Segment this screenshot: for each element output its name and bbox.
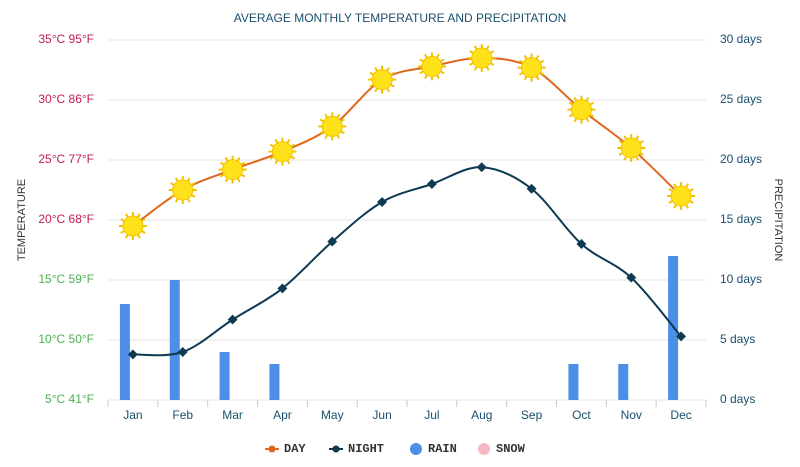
- sun-core: [670, 185, 692, 207]
- x-tick-label: Apr: [273, 408, 292, 422]
- legend-label: SNOW: [496, 442, 526, 456]
- point: [177, 347, 188, 357]
- sun-core: [371, 69, 393, 91]
- x-tick-label: Jun: [372, 408, 391, 422]
- legend-marker: [268, 445, 276, 453]
- bar: [219, 352, 230, 400]
- sun-core: [421, 55, 443, 77]
- sun-core: [620, 137, 642, 159]
- sun-marker: [417, 52, 446, 81]
- bar: [119, 304, 130, 400]
- sun-core: [222, 159, 244, 181]
- x-tick-label: Sep: [521, 408, 543, 422]
- point: [327, 236, 338, 247]
- sun-marker: [617, 134, 646, 162]
- y-axis-label: TEMPERATURE: [16, 179, 28, 261]
- sun-marker: [517, 53, 546, 82]
- x-tick-label: Jan: [123, 408, 142, 422]
- y-tick-label: 15°C 59°F: [38, 272, 94, 286]
- legend-marker: [478, 443, 490, 455]
- point: [377, 197, 388, 207]
- x-tick-label: Mar: [222, 408, 243, 422]
- bar: [269, 364, 280, 400]
- sun-marker: [318, 112, 347, 141]
- sun-core: [471, 47, 493, 69]
- bar: [169, 280, 180, 400]
- sun-marker: [218, 155, 247, 184]
- x-tick-label: May: [321, 408, 344, 422]
- sun-marker: [168, 176, 197, 204]
- point: [676, 331, 687, 342]
- sun-marker: [467, 44, 496, 72]
- y2-tick-label: 10 days: [720, 272, 762, 286]
- y2-tick-label: 5 days: [720, 332, 755, 346]
- sun-core: [122, 215, 144, 237]
- y-tick-label: 20°C 68°F: [38, 212, 94, 226]
- sun-core: [172, 179, 194, 201]
- y-tick-label: 5°C 41°F: [45, 392, 94, 406]
- bar: [618, 364, 629, 400]
- chart-subtitle: AVERAGE MONTHLY TEMPERATURE AND PRECIPIT…: [234, 11, 567, 25]
- x-tick-label: Nov: [621, 408, 642, 422]
- legend: DAY NIGHT RAIN SNOW: [265, 442, 526, 456]
- sun-core: [521, 57, 543, 79]
- sun-marker: [118, 212, 147, 240]
- y-tick-label: 10°C 50°F: [38, 332, 94, 346]
- y2-tick-label: 30 days: [720, 32, 762, 46]
- legend-label: NIGHT: [348, 442, 384, 456]
- sun-core: [271, 141, 293, 163]
- sun-core: [321, 115, 343, 137]
- y-tick-label: 25°C 77°F: [38, 152, 94, 166]
- sun-marker: [667, 182, 696, 210]
- point: [626, 272, 637, 283]
- x-tick-label: Dec: [670, 408, 691, 422]
- x-tick-label: Oct: [572, 408, 591, 422]
- point: [227, 314, 238, 325]
- legend-label: RAIN: [428, 442, 457, 456]
- y-tick-label: 30°C 86°F: [38, 92, 94, 106]
- y2-tick-label: 20 days: [720, 152, 762, 166]
- legend-label: DAY: [284, 442, 306, 456]
- y2-tick-label: 0 days: [720, 392, 755, 406]
- y2-axis-label: PRECIPITATION: [772, 179, 784, 262]
- x-tick-label: Feb: [172, 408, 193, 422]
- sun-marker: [268, 137, 297, 166]
- line: [132, 166, 682, 357]
- y-tick-label: 35°C 95°F: [38, 32, 94, 46]
- point: [476, 162, 487, 173]
- point: [526, 183, 537, 194]
- point: [576, 239, 587, 249]
- bar: [568, 364, 579, 400]
- legend-marker: [410, 443, 422, 455]
- sun-core: [570, 99, 592, 121]
- y2-tick-label: 25 days: [720, 92, 762, 106]
- x-tick-label: Aug: [471, 408, 492, 422]
- point: [426, 179, 437, 189]
- point: [277, 283, 288, 294]
- point: [127, 349, 138, 360]
- legend-marker: [332, 445, 340, 453]
- sun-marker: [567, 95, 596, 124]
- y2-tick-label: 15 days: [720, 212, 762, 226]
- x-tick-label: Jul: [424, 408, 439, 422]
- line: [132, 56, 682, 227]
- sun-marker: [368, 65, 397, 94]
